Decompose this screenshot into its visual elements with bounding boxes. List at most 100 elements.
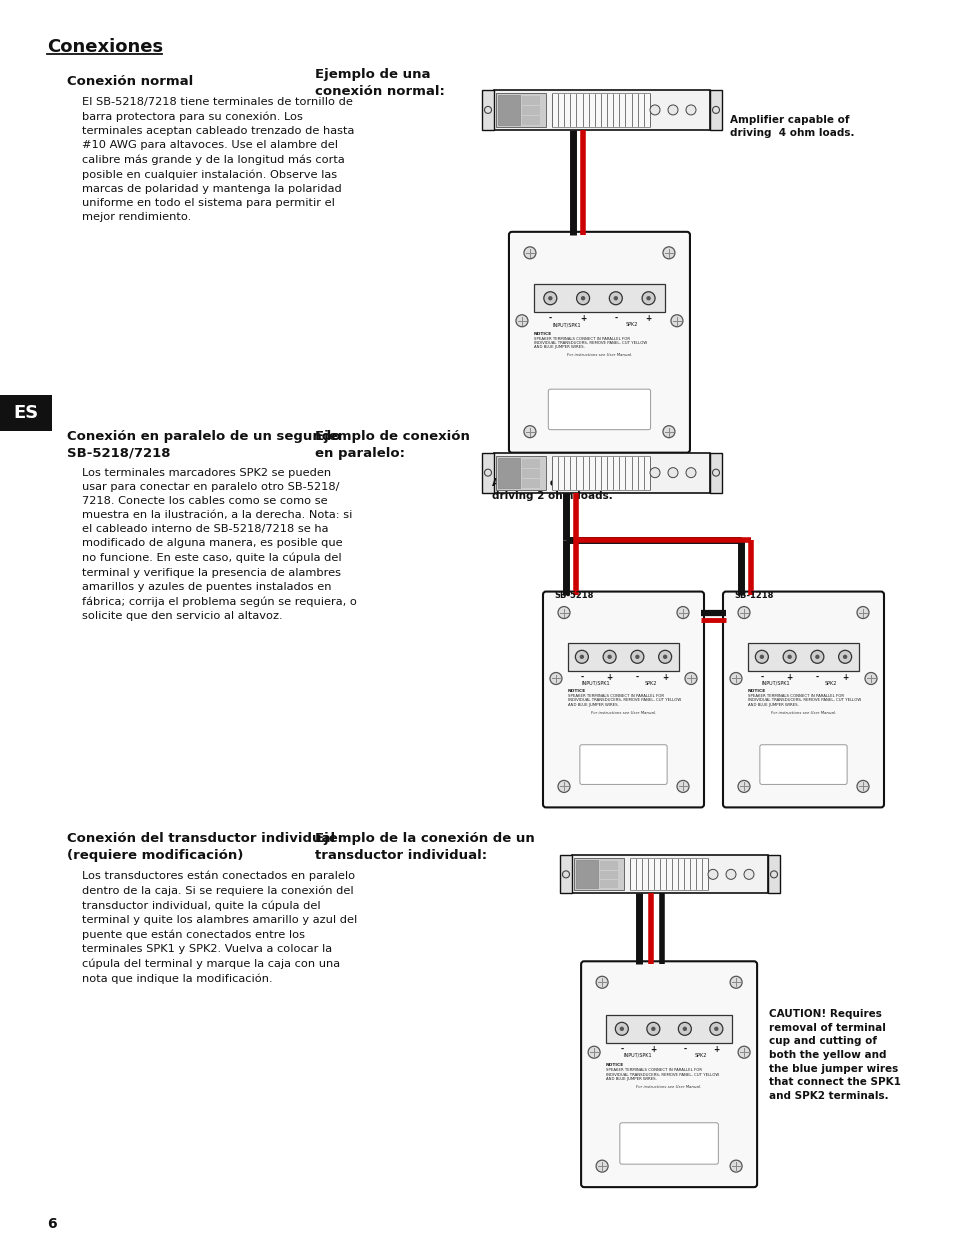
FancyBboxPatch shape bbox=[521, 479, 539, 488]
Circle shape bbox=[635, 655, 639, 659]
Circle shape bbox=[685, 468, 696, 478]
Circle shape bbox=[641, 291, 655, 305]
Text: CAUTION! Requires
removal of terminal
cup and cutting of
both the yellow and
the: CAUTION! Requires removal of terminal cu… bbox=[768, 1009, 900, 1100]
Text: SB-1218: SB-1218 bbox=[733, 590, 773, 599]
FancyBboxPatch shape bbox=[767, 856, 780, 893]
Text: INPUT/SPK1: INPUT/SPK1 bbox=[622, 1052, 651, 1058]
Text: INDIVIDUAL TRANSDUCERS, REMOVE PANEL, CUT YELLOW: INDIVIDUAL TRANSDUCERS, REMOVE PANEL, CU… bbox=[534, 341, 646, 345]
FancyBboxPatch shape bbox=[552, 456, 649, 489]
Circle shape bbox=[602, 651, 616, 663]
Text: ES: ES bbox=[13, 404, 38, 421]
Text: SB-5218/7218: SB-5218/7218 bbox=[67, 447, 171, 459]
Circle shape bbox=[607, 655, 611, 659]
Circle shape bbox=[649, 468, 659, 478]
FancyBboxPatch shape bbox=[599, 881, 618, 888]
Circle shape bbox=[596, 977, 607, 988]
FancyBboxPatch shape bbox=[599, 871, 618, 879]
Text: (requiere modificación): (requiere modificación) bbox=[67, 850, 243, 862]
Circle shape bbox=[580, 296, 584, 300]
FancyBboxPatch shape bbox=[574, 858, 623, 890]
FancyBboxPatch shape bbox=[481, 453, 494, 493]
FancyBboxPatch shape bbox=[481, 90, 494, 130]
Circle shape bbox=[658, 651, 671, 663]
Circle shape bbox=[609, 291, 621, 305]
FancyBboxPatch shape bbox=[521, 96, 539, 105]
Circle shape bbox=[646, 1023, 659, 1035]
FancyBboxPatch shape bbox=[760, 745, 846, 784]
Text: INDIVIDUAL TRANSDUCERS, REMOVE PANEL, CUT YELLOW: INDIVIDUAL TRANSDUCERS, REMOVE PANEL, CU… bbox=[567, 699, 680, 703]
FancyBboxPatch shape bbox=[599, 861, 618, 869]
Text: +: + bbox=[661, 673, 667, 682]
Circle shape bbox=[755, 651, 767, 663]
Circle shape bbox=[662, 247, 674, 259]
Text: Conexión normal: Conexión normal bbox=[67, 75, 193, 88]
Text: INDIVIDUAL TRANSDUCERS, REMOVE PANEL, CUT YELLOW: INDIVIDUAL TRANSDUCERS, REMOVE PANEL, CU… bbox=[605, 1073, 719, 1077]
Circle shape bbox=[575, 651, 588, 663]
Text: SPEAKER TERMINALS CONNECT IN PARALLEL FOR: SPEAKER TERMINALS CONNECT IN PARALLEL FO… bbox=[534, 336, 629, 341]
Text: -: - bbox=[548, 314, 551, 324]
Text: Ejemplo de una
conexión normal:: Ejemplo de una conexión normal: bbox=[314, 68, 444, 98]
Circle shape bbox=[729, 1160, 741, 1172]
FancyBboxPatch shape bbox=[579, 745, 666, 784]
Circle shape bbox=[738, 781, 749, 793]
Circle shape bbox=[662, 655, 667, 659]
Text: SPK2: SPK2 bbox=[644, 680, 657, 685]
FancyBboxPatch shape bbox=[576, 861, 598, 888]
Circle shape bbox=[543, 291, 557, 305]
Text: INPUT/SPK1: INPUT/SPK1 bbox=[580, 680, 609, 685]
Circle shape bbox=[707, 869, 718, 879]
Circle shape bbox=[523, 426, 536, 437]
Circle shape bbox=[651, 1026, 655, 1031]
Circle shape bbox=[615, 1023, 628, 1035]
FancyBboxPatch shape bbox=[521, 116, 539, 125]
FancyBboxPatch shape bbox=[542, 592, 703, 808]
FancyBboxPatch shape bbox=[559, 856, 572, 893]
Text: -: - bbox=[760, 673, 762, 682]
Text: Ejemplo de la conexión de un
transductor individual:: Ejemplo de la conexión de un transductor… bbox=[314, 832, 535, 862]
Text: For instructions see User Manual.: For instructions see User Manual. bbox=[590, 711, 656, 715]
Text: For instructions see User Manual.: For instructions see User Manual. bbox=[566, 353, 632, 357]
FancyBboxPatch shape bbox=[497, 458, 519, 488]
Text: NOTICE: NOTICE bbox=[747, 689, 765, 693]
Circle shape bbox=[786, 655, 791, 659]
Circle shape bbox=[576, 291, 589, 305]
Circle shape bbox=[743, 869, 753, 879]
Text: +: + bbox=[785, 673, 792, 682]
FancyBboxPatch shape bbox=[709, 90, 721, 130]
Text: +: + bbox=[606, 673, 612, 682]
FancyBboxPatch shape bbox=[619, 1123, 718, 1165]
Text: NOTICE: NOTICE bbox=[605, 1063, 623, 1067]
Circle shape bbox=[548, 296, 552, 300]
FancyBboxPatch shape bbox=[521, 458, 539, 468]
Text: -: - bbox=[619, 1045, 622, 1053]
Text: Los terminales marcadores SPK2 se pueden
usar para conectar en paralelo otro SB-: Los terminales marcadores SPK2 se pueden… bbox=[82, 468, 356, 621]
Circle shape bbox=[558, 606, 569, 619]
FancyBboxPatch shape bbox=[580, 961, 757, 1187]
Circle shape bbox=[814, 655, 819, 659]
Circle shape bbox=[662, 426, 674, 437]
Text: Conexión del transductor individual: Conexión del transductor individual bbox=[67, 832, 335, 846]
Circle shape bbox=[810, 651, 823, 663]
Text: SPK2: SPK2 bbox=[625, 322, 638, 327]
Circle shape bbox=[649, 105, 659, 115]
Circle shape bbox=[714, 1026, 718, 1031]
Text: INDIVIDUAL TRANSDUCERS, REMOVE PANEL, CUT YELLOW: INDIVIDUAL TRANSDUCERS, REMOVE PANEL, CU… bbox=[747, 699, 861, 703]
FancyBboxPatch shape bbox=[572, 856, 767, 893]
Circle shape bbox=[596, 1160, 607, 1172]
Text: SPEAKER TERMINALS CONNECT IN PARALLEL FOR: SPEAKER TERMINALS CONNECT IN PARALLEL FO… bbox=[605, 1068, 701, 1072]
Text: -: - bbox=[682, 1045, 686, 1053]
Text: -: - bbox=[815, 673, 818, 682]
FancyBboxPatch shape bbox=[534, 284, 664, 312]
Text: NOTICE: NOTICE bbox=[567, 689, 586, 693]
Text: Amplifier capable of
driving 2 ohm loads.: Amplifier capable of driving 2 ohm loads… bbox=[492, 478, 612, 501]
Circle shape bbox=[729, 977, 741, 988]
Text: INPUT/SPK1: INPUT/SPK1 bbox=[760, 680, 789, 685]
Text: 6: 6 bbox=[47, 1218, 56, 1231]
FancyBboxPatch shape bbox=[508, 232, 689, 453]
Text: -: - bbox=[614, 314, 617, 324]
FancyBboxPatch shape bbox=[548, 389, 650, 430]
Circle shape bbox=[523, 247, 536, 259]
Circle shape bbox=[856, 606, 868, 619]
Circle shape bbox=[856, 781, 868, 793]
Text: +: + bbox=[713, 1045, 719, 1053]
